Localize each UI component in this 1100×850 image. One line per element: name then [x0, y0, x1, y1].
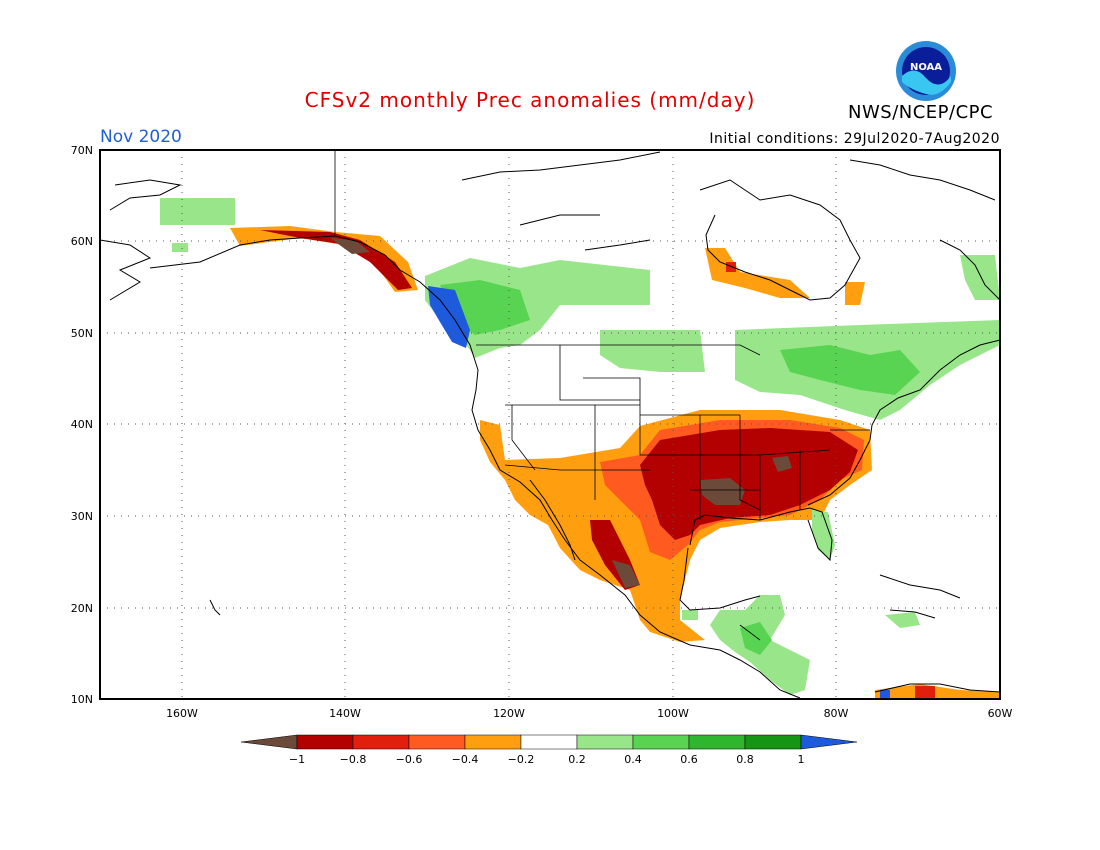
colorbar-swatch [688, 734, 746, 750]
colorbar-label: 1 [798, 753, 805, 766]
colorbar-label: 0.6 [680, 753, 698, 766]
lon-label: 60W [988, 707, 1013, 720]
lat-label: 70N [71, 144, 93, 157]
lat-label: 60N [71, 235, 93, 248]
anomaly-texas-brown [700, 478, 745, 505]
anomaly-newfoundland-wet [960, 255, 1000, 300]
colorbar-label: 0.4 [624, 753, 642, 766]
colorbar-arrow-high [800, 734, 858, 750]
anomaly-hudson-dry [705, 248, 810, 298]
anomaly-quebec-dry [845, 282, 865, 305]
lon-label: 120W [493, 707, 525, 720]
map-frame [99, 149, 1001, 700]
initial-conditions-label: Initial conditions: 29Jul2020-7Aug2020 [709, 131, 1000, 147]
colorbar-swatch [352, 734, 410, 750]
anomaly-tennessee-brown [772, 456, 792, 472]
colorbar-swatch [632, 734, 690, 750]
lon-label: 100W [657, 707, 689, 720]
org-label: NWS/NCEP/CPC [848, 102, 994, 123]
boundaries [334, 150, 870, 641]
anomaly-alaska-coast-dry [230, 226, 418, 292]
anomaly-yucatan-wet [682, 610, 698, 620]
lat-label: 50N [71, 327, 93, 340]
anomaly-fields [160, 198, 1000, 698]
lon-axis: 160W 140W 120W 100W 80W 60W [166, 707, 1012, 720]
lat-label: 40N [71, 418, 93, 431]
colorbar-label: −0.6 [396, 753, 423, 766]
colorbar-label: 0.8 [736, 753, 754, 766]
noaa-logo-icon: NOAA [896, 41, 956, 101]
colorbar-swatch [744, 734, 802, 750]
colorbar-swatch [464, 734, 522, 750]
colorbar-label: −0.8 [340, 753, 367, 766]
anomaly-us-south-dry-red [640, 428, 858, 540]
anomaly-alaska-wet-small [172, 243, 188, 252]
colorbar-arrow-low [240, 734, 298, 750]
colorbar-swatch [520, 734, 578, 750]
anomaly-canada-central-wet [600, 330, 705, 372]
colorbar-label: −0.2 [508, 753, 535, 766]
lon-label: 80W [824, 707, 849, 720]
anomaly-caribbean-wet [885, 612, 920, 628]
anomaly-alaska-wet [160, 198, 235, 225]
chart-title: CFSv2 monthly Prec anomalies (mm/day) [304, 88, 756, 112]
colorbar-label: 0.2 [568, 753, 586, 766]
colorbar: −1 −0.8 −0.6 −0.4 −0.2 0.2 0.4 0.6 0.8 1 [240, 734, 858, 766]
anomaly-south-america-blue [880, 690, 890, 698]
logo-text: NOAA [910, 62, 942, 73]
anomaly-south-america-dry [875, 684, 1000, 698]
colorbar-label: −0.4 [452, 753, 479, 766]
anomaly-great-lakes-wet-mid [780, 345, 920, 395]
colorbar-swatch [408, 734, 466, 750]
anomaly-hudson-dry-red [726, 262, 736, 272]
colorbar-label: −1 [289, 753, 305, 766]
lon-label: 140W [329, 707, 361, 720]
anomaly-south-america-red [915, 686, 935, 698]
lat-axis: 70N 60N 50N 40N 30N 20N 10N [71, 144, 93, 706]
lat-label: 20N [71, 602, 93, 615]
lat-label: 30N [71, 510, 93, 523]
anomaly-bc-coast-blue [428, 286, 470, 348]
colorbar-swatch [576, 734, 634, 750]
lat-label: 10N [71, 693, 93, 706]
colorbar-swatch [296, 734, 354, 750]
coastlines [99, 151, 1001, 699]
month-label: Nov 2020 [100, 127, 182, 147]
lon-label: 160W [166, 707, 198, 720]
anomaly-alaska-coast-brown [330, 238, 370, 254]
anomaly-central-america-wet-mid [740, 622, 772, 655]
anomaly-mexico-brown [612, 560, 640, 588]
